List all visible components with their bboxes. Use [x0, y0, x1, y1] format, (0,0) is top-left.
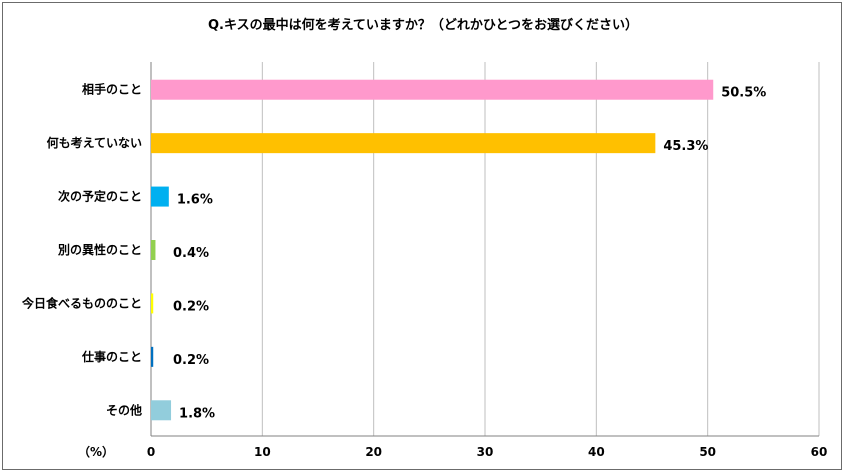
x-tick-labels: 0 10 20 30 40 50 60	[147, 445, 828, 459]
x-tick-label-4: 40	[588, 445, 605, 459]
bar-2	[151, 186, 169, 207]
category-label-3: 別の異性のこと	[57, 242, 142, 257]
category-label-2: 次の予定のこと	[58, 189, 142, 204]
chart-title: Q.キスの最中は何を考えていますか？（どれかひとつをお選びください）	[207, 18, 639, 33]
x-tick-label-1: 10	[254, 445, 271, 459]
data-label-0: 50.5%	[721, 86, 766, 101]
x-tick-label-2: 20	[365, 445, 382, 459]
bars	[151, 79, 714, 421]
bar-5	[151, 346, 154, 367]
data-label-3: 0.4%	[173, 246, 209, 261]
data-label-5: 0.2%	[173, 353, 209, 368]
data-label-1: 45.3%	[663, 139, 708, 154]
data-labels: 50.5% 45.3% 1.6% 0.4% 0.2% 0.2% 1.8%	[173, 86, 766, 422]
x-tick-label-3: 30	[477, 445, 494, 459]
x-tick-label-0: 0	[147, 445, 155, 459]
gridlines	[150, 62, 820, 437]
category-label-0: 相手のこと	[82, 82, 142, 97]
category-label-4: 今日食べるもののこと	[21, 295, 142, 310]
unit-label: （%）	[78, 444, 114, 459]
x-tick-label-5: 50	[699, 445, 716, 459]
bar-6	[151, 400, 172, 421]
category-label-1: 何も考えていない	[47, 135, 142, 150]
data-label-2: 1.6%	[177, 193, 213, 208]
category-label-6: その他	[106, 402, 142, 417]
bar-3	[151, 240, 156, 260]
bar-1	[151, 133, 656, 154]
data-label-6: 1.8%	[179, 406, 215, 421]
x-tick-label-6: 60	[811, 445, 828, 459]
bar-4	[151, 293, 154, 314]
category-labels: 相手のこと何も考えていない次の予定のこと別の異性のこと今日食べるもののこと仕事の…	[21, 82, 142, 418]
category-label-5: 仕事のこと	[81, 349, 142, 364]
data-label-4: 0.2%	[173, 299, 209, 314]
bar-0	[151, 79, 714, 100]
